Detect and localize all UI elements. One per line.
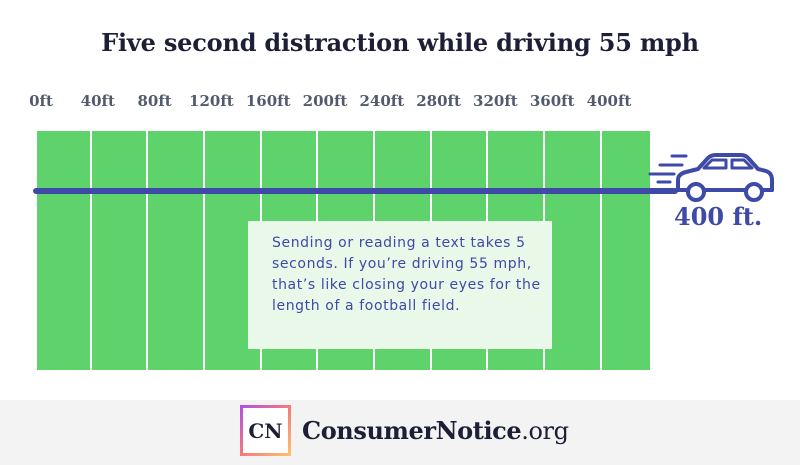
info-callout: Sending or reading a text takes 5 second… (248, 221, 552, 349)
scale-tick: 120ft (189, 92, 234, 110)
page-title: Five second distraction while driving 55… (101, 28, 699, 57)
brand-logo: CN (240, 405, 291, 456)
yard-line (203, 131, 205, 370)
brand-tld: .org (521, 417, 569, 445)
scale-tick: 80ft (137, 92, 172, 110)
scale-tick: 240ft (359, 92, 405, 110)
scale-tick: 40ft (80, 92, 115, 110)
scale-tick: 360ft (529, 92, 575, 110)
yard-line (600, 131, 602, 370)
scale-tick: 200ft (302, 92, 348, 110)
scale-tick: 320ft (473, 92, 518, 110)
callout-text: Sending or reading a text takes 5 second… (272, 235, 541, 314)
scale-tick: 0ft (29, 92, 53, 110)
scale-tick: 280ft (416, 92, 461, 110)
car-icon (648, 153, 774, 202)
scale-tick: 400ft (586, 92, 632, 110)
distance-track (33, 188, 678, 194)
brand-name: ConsumerNotice.org (302, 416, 569, 445)
yard-line (90, 131, 92, 370)
brand-name-text: ConsumerNotice (302, 416, 522, 445)
logo-mark: CN (243, 408, 288, 453)
distance-label: 400 ft. (674, 202, 763, 231)
scale-tick: 160ft (245, 92, 291, 110)
footer: CN ConsumerNotice.org (0, 400, 800, 465)
yard-line (146, 131, 148, 370)
